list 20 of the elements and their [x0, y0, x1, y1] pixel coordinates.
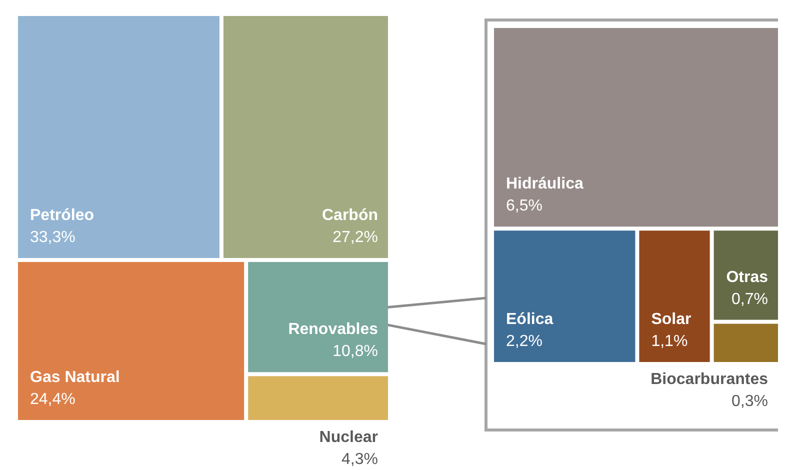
- category-label: Carbón: [322, 207, 378, 224]
- category-label: Biocarburantes: [650, 371, 768, 388]
- data-label: 0,3%: [732, 393, 768, 410]
- data-label: 10,8%: [332, 343, 378, 360]
- data-label: 6,5%: [506, 198, 542, 215]
- category-label: Petróleo: [30, 207, 94, 224]
- category-label: Nuclear: [319, 429, 378, 446]
- data-label: 4,3%: [342, 451, 378, 468]
- category-label: Renovables: [288, 321, 378, 338]
- category-label: Otras: [726, 268, 768, 286]
- category-label: Gas Natural: [30, 369, 120, 386]
- data-label: 2,2%: [506, 333, 542, 350]
- data-label: 0,7%: [732, 290, 768, 308]
- category-label: Solar: [651, 311, 692, 328]
- category-label: Eólica: [506, 311, 554, 328]
- data-label: 1,1%: [651, 333, 688, 350]
- data-label: 33,3%: [30, 229, 76, 246]
- data-label: 24,4%: [30, 391, 76, 408]
- category-label: Hidráulica: [506, 176, 584, 193]
- data-label: 27,2%: [332, 229, 378, 246]
